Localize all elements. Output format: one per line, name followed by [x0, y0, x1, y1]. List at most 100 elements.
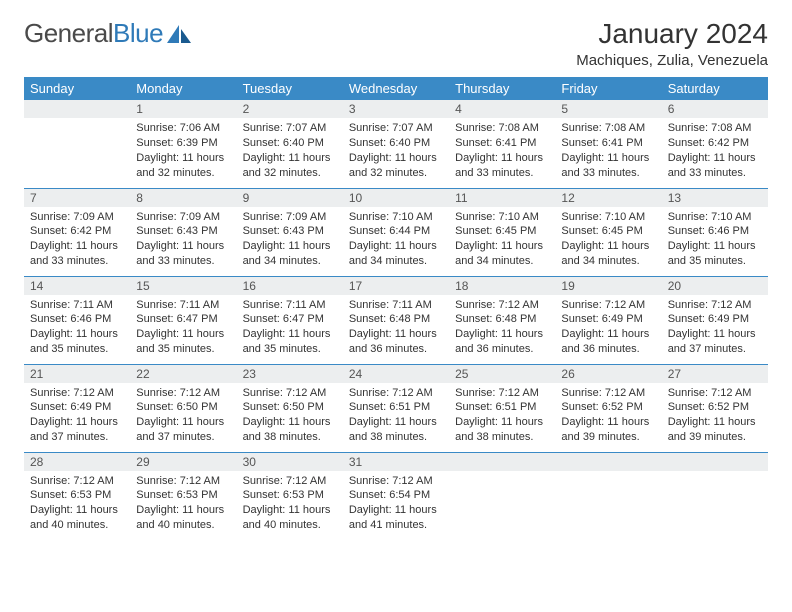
sunrise-line: Sunrise: 7:12 AM	[455, 298, 549, 313]
calendar-cell: 8Sunrise: 7:09 AMSunset: 6:43 PMDaylight…	[130, 188, 236, 276]
sunrise-line: Sunrise: 7:12 AM	[561, 386, 655, 401]
daylight-line: Daylight: 11 hours and 36 minutes.	[349, 327, 443, 357]
day-content: Sunrise: 7:10 AMSunset: 6:45 PMDaylight:…	[555, 207, 661, 273]
day-content: Sunrise: 7:08 AMSunset: 6:41 PMDaylight:…	[555, 118, 661, 184]
day-number: 17	[343, 277, 449, 295]
sunset-line: Sunset: 6:40 PM	[243, 136, 337, 151]
calendar-cell	[24, 100, 130, 188]
sunrise-line: Sunrise: 7:08 AM	[561, 121, 655, 136]
daylight-line: Daylight: 11 hours and 34 minutes.	[455, 239, 549, 269]
day-content: Sunrise: 7:12 AMSunset: 6:53 PMDaylight:…	[130, 471, 236, 537]
sunset-line: Sunset: 6:43 PM	[136, 224, 230, 239]
daylight-line: Daylight: 11 hours and 33 minutes.	[561, 151, 655, 181]
day-number: 26	[555, 365, 661, 383]
sunrise-line: Sunrise: 7:12 AM	[136, 386, 230, 401]
day-number: 20	[662, 277, 768, 295]
day-number: 19	[555, 277, 661, 295]
title-block: January 2024 Machiques, Zulia, Venezuela	[576, 18, 768, 69]
calendar-table: SundayMondayTuesdayWednesdayThursdayFrid…	[24, 77, 768, 540]
calendar-week: 28Sunrise: 7:12 AMSunset: 6:53 PMDayligh…	[24, 452, 768, 540]
daylight-line: Daylight: 11 hours and 32 minutes.	[136, 151, 230, 181]
sunrise-line: Sunrise: 7:11 AM	[30, 298, 124, 313]
day-content: Sunrise: 7:06 AMSunset: 6:39 PMDaylight:…	[130, 118, 236, 184]
day-content: Sunrise: 7:12 AMSunset: 6:49 PMDaylight:…	[24, 383, 130, 449]
calendar-cell: 9Sunrise: 7:09 AMSunset: 6:43 PMDaylight…	[237, 188, 343, 276]
calendar-cell: 30Sunrise: 7:12 AMSunset: 6:53 PMDayligh…	[237, 452, 343, 540]
brand-logo: GeneralBlue	[24, 18, 193, 49]
day-number: 7	[24, 189, 130, 207]
calendar-cell: 4Sunrise: 7:08 AMSunset: 6:41 PMDaylight…	[449, 100, 555, 188]
sunrise-line: Sunrise: 7:10 AM	[455, 210, 549, 225]
day-number: 21	[24, 365, 130, 383]
day-content: Sunrise: 7:12 AMSunset: 6:51 PMDaylight:…	[343, 383, 449, 449]
sunset-line: Sunset: 6:47 PM	[243, 312, 337, 327]
calendar-cell: 10Sunrise: 7:10 AMSunset: 6:44 PMDayligh…	[343, 188, 449, 276]
day-header: Monday	[130, 77, 236, 100]
sunrise-line: Sunrise: 7:12 AM	[561, 298, 655, 313]
day-content: Sunrise: 7:10 AMSunset: 6:44 PMDaylight:…	[343, 207, 449, 273]
sunrise-line: Sunrise: 7:12 AM	[30, 474, 124, 489]
brand-word2: Blue	[113, 18, 163, 48]
calendar-cell: 21Sunrise: 7:12 AMSunset: 6:49 PMDayligh…	[24, 364, 130, 452]
day-number: 24	[343, 365, 449, 383]
day-number: 29	[130, 453, 236, 471]
day-number	[555, 453, 661, 471]
day-number	[449, 453, 555, 471]
day-number: 8	[130, 189, 236, 207]
calendar-cell	[555, 452, 661, 540]
calendar-cell: 29Sunrise: 7:12 AMSunset: 6:53 PMDayligh…	[130, 452, 236, 540]
daylight-line: Daylight: 11 hours and 33 minutes.	[136, 239, 230, 269]
sunset-line: Sunset: 6:48 PM	[455, 312, 549, 327]
daylight-line: Daylight: 11 hours and 37 minutes.	[668, 327, 762, 357]
day-header: Tuesday	[237, 77, 343, 100]
day-number: 15	[130, 277, 236, 295]
calendar-cell: 19Sunrise: 7:12 AMSunset: 6:49 PMDayligh…	[555, 276, 661, 364]
sunrise-line: Sunrise: 7:12 AM	[668, 386, 762, 401]
daylight-line: Daylight: 11 hours and 38 minutes.	[243, 415, 337, 445]
day-header: Thursday	[449, 77, 555, 100]
day-number: 31	[343, 453, 449, 471]
day-content: Sunrise: 7:12 AMSunset: 6:53 PMDaylight:…	[237, 471, 343, 537]
day-number: 12	[555, 189, 661, 207]
day-number: 5	[555, 100, 661, 118]
day-number: 25	[449, 365, 555, 383]
day-content: Sunrise: 7:12 AMSunset: 6:52 PMDaylight:…	[662, 383, 768, 449]
sunrise-line: Sunrise: 7:10 AM	[561, 210, 655, 225]
calendar-cell: 16Sunrise: 7:11 AMSunset: 6:47 PMDayligh…	[237, 276, 343, 364]
sunrise-line: Sunrise: 7:12 AM	[243, 386, 337, 401]
sunset-line: Sunset: 6:53 PM	[136, 488, 230, 503]
day-content: Sunrise: 7:12 AMSunset: 6:53 PMDaylight:…	[24, 471, 130, 537]
daylight-line: Daylight: 11 hours and 41 minutes.	[349, 503, 443, 533]
daylight-line: Daylight: 11 hours and 37 minutes.	[136, 415, 230, 445]
daylight-line: Daylight: 11 hours and 35 minutes.	[668, 239, 762, 269]
calendar-cell: 2Sunrise: 7:07 AMSunset: 6:40 PMDaylight…	[237, 100, 343, 188]
day-number	[662, 453, 768, 471]
sunset-line: Sunset: 6:51 PM	[349, 400, 443, 415]
daylight-line: Daylight: 11 hours and 35 minutes.	[30, 327, 124, 357]
day-number: 10	[343, 189, 449, 207]
calendar-cell: 7Sunrise: 7:09 AMSunset: 6:42 PMDaylight…	[24, 188, 130, 276]
sunset-line: Sunset: 6:54 PM	[349, 488, 443, 503]
day-number	[24, 100, 130, 118]
month-title: January 2024	[576, 18, 768, 50]
day-header: Sunday	[24, 77, 130, 100]
day-number: 6	[662, 100, 768, 118]
calendar-body: 1Sunrise: 7:06 AMSunset: 6:39 PMDaylight…	[24, 100, 768, 540]
day-number: 2	[237, 100, 343, 118]
calendar-cell: 28Sunrise: 7:12 AMSunset: 6:53 PMDayligh…	[24, 452, 130, 540]
sunrise-line: Sunrise: 7:12 AM	[349, 474, 443, 489]
day-number: 11	[449, 189, 555, 207]
calendar-cell: 6Sunrise: 7:08 AMSunset: 6:42 PMDaylight…	[662, 100, 768, 188]
calendar-week: 7Sunrise: 7:09 AMSunset: 6:42 PMDaylight…	[24, 188, 768, 276]
calendar-cell: 31 Sunrise: 7:12 AMSunset: 6:54 PMDayligh…	[343, 452, 449, 540]
location: Machiques, Zulia, Venezuela	[576, 52, 768, 69]
sunset-line: Sunset: 6:53 PM	[243, 488, 337, 503]
sunset-line: Sunset: 6:50 PM	[136, 400, 230, 415]
day-number: 22	[130, 365, 236, 383]
day-header: Friday	[555, 77, 661, 100]
sunrise-line: Sunrise: 7:08 AM	[668, 121, 762, 136]
sunset-line: Sunset: 6:51 PM	[455, 400, 549, 415]
sunset-line: Sunset: 6:45 PM	[455, 224, 549, 239]
sunrise-line: Sunrise: 7:12 AM	[455, 386, 549, 401]
day-content: Sunrise: 7:12 AMSunset: 6:49 PMDaylight:…	[555, 295, 661, 361]
